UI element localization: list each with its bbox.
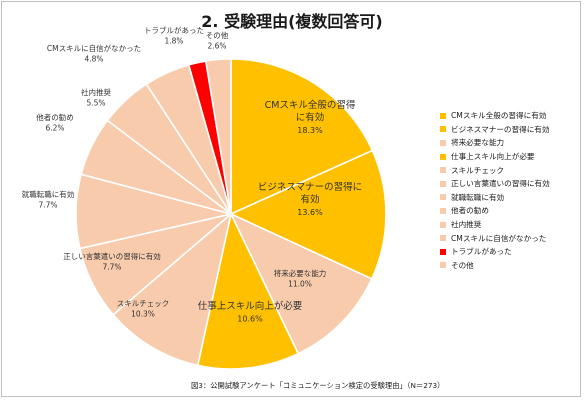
legend-label: 社内推奨 — [451, 220, 482, 230]
slice-value-label: 10.3% — [131, 310, 155, 319]
slice-name-label: 正しい言葉遣いの習得に有効 — [63, 251, 161, 261]
slice-label: ビジネスマナーの習得に有効 13.6% — [258, 181, 362, 217]
legend-swatch — [440, 207, 446, 214]
slice-label: 正しい言葉遣いの習得に有効 7.7% — [63, 251, 161, 272]
legend-label: 正しい言葉遣いの習得に有効 — [451, 179, 550, 189]
slice-name-label: ビジネスマナーの習得に — [258, 181, 362, 193]
legend-swatch — [440, 180, 446, 187]
slice-value-label: 4.8% — [84, 55, 103, 64]
legend-swatch — [440, 153, 446, 160]
legend-item: CMスキル全般の習得に有効 — [440, 109, 580, 123]
slice-value-label: 13.6% — [297, 208, 323, 217]
slice-value-label: 5.5% — [86, 99, 105, 108]
slice-name-label: 他者の勧め — [36, 112, 74, 122]
legend-swatch — [440, 167, 446, 174]
legend-swatch — [440, 126, 446, 133]
slice-value-label: 10.6% — [237, 315, 263, 324]
legend-item: 他者の勧め — [440, 204, 580, 218]
slice-value-label: 7.7% — [38, 201, 57, 210]
slice-label: CMスキルに自信がなかった 4.8% — [47, 43, 141, 64]
slice-label: トラブルがあった 1.8% — [144, 25, 204, 46]
legend-item: 将来必要な能力 — [440, 136, 580, 150]
slice-label: 将来必要な能力 11.0% — [274, 268, 327, 289]
legend-item: ビジネスマナーの習得に有効 — [440, 123, 580, 137]
legend-item: CMスキルに自信がなかった — [440, 231, 580, 245]
legend-swatch — [440, 248, 446, 255]
slice-label: 就職転職に有効 7.7% — [22, 189, 75, 210]
slice-label: その他 2.6% — [206, 30, 229, 51]
slice-label: 仕事上スキル向上が必要 10.6% — [198, 300, 303, 324]
legend-item: 仕事上スキル向上が必要 — [440, 150, 580, 164]
slice-label: 他者の勧め 6.2% — [36, 112, 74, 133]
slice-value-label: 18.3% — [297, 126, 323, 135]
legend-label: CMスキルに自信がなかった — [451, 233, 547, 243]
slice-name-label: CMスキル全般の習得 — [265, 99, 356, 111]
slice-value-label: 1.8% — [164, 37, 183, 46]
legend-swatch — [440, 194, 446, 201]
slice-label: スキルチェック 10.3% — [117, 299, 170, 319]
slice-value-label: 11.0% — [288, 280, 312, 289]
pie-slice — [204, 58, 232, 215]
legend-item: スキルチェック — [440, 163, 580, 177]
legend-swatch — [440, 262, 446, 269]
pie-slice — [230, 58, 374, 216]
chart-title: 2. 受験理由(複数回答可) — [201, 12, 383, 31]
slice-label: 社内推奨 5.5% — [81, 87, 111, 108]
legend-item: 正しい言葉遣いの習得に有効 — [440, 177, 580, 191]
slice-name-label: 社内推奨 — [81, 87, 111, 97]
legend-label: 就職転職に有効 — [451, 192, 505, 202]
slice-name-label: トラブルがあった — [144, 25, 204, 35]
pie-slice — [112, 211, 233, 367]
slice-name-label: に有効 — [296, 112, 325, 124]
legend-item: 就職転職に有効 — [440, 191, 580, 205]
legend-swatch — [440, 235, 446, 242]
figure-caption: 図3：公開試験アンケート「コミュニケーション検定の受験理由」（N＝273） — [191, 381, 445, 390]
pie-slice — [229, 149, 387, 280]
slice-label: CMスキル全般の習得に有効 18.3% — [265, 99, 356, 135]
legend-label: ビジネスマナーの習得に有効 — [451, 124, 550, 134]
legend-label: CMスキル全般の習得に有効 — [451, 111, 547, 121]
slice-name-label: その他 — [206, 30, 229, 40]
legend-label: スキルチェック — [451, 165, 505, 175]
slice-name-label: スキルチェック — [117, 299, 170, 308]
slice-name-label: 有効 — [300, 194, 319, 206]
legend-label: 他者の勧め — [451, 206, 489, 216]
legend-swatch — [440, 221, 446, 228]
legend-label: 将来必要な能力 — [451, 138, 505, 148]
slice-name-label: 仕事上スキル向上が必要 — [198, 300, 303, 312]
legend-swatch — [440, 139, 446, 146]
slice-value-label: 6.2% — [45, 124, 64, 133]
legend-item: トラブルがあった — [440, 245, 580, 259]
slice-name-label: CMスキルに自信がなかった — [47, 43, 141, 53]
legend-item: 社内推奨 — [440, 218, 580, 232]
legend-label: 仕事上スキル向上が必要 — [451, 152, 535, 162]
slice-value-label: 2.6% — [207, 42, 226, 51]
legend-swatch — [440, 112, 446, 119]
legend-item: その他 — [440, 259, 580, 273]
slice-name-label: 就職転職に有効 — [22, 189, 75, 199]
legend-label: トラブルがあった — [451, 247, 512, 257]
legend-label: その他 — [451, 260, 474, 270]
slice-name-label: 将来必要な能力 — [274, 268, 327, 278]
chart-legend: CMスキル全般の習得に有効 ビジネスマナーの習得に有効 将来必要な能力仕事上スキル向… — [440, 109, 580, 272]
pie-slice — [229, 212, 373, 355]
slice-value-label: 7.7% — [102, 263, 121, 272]
